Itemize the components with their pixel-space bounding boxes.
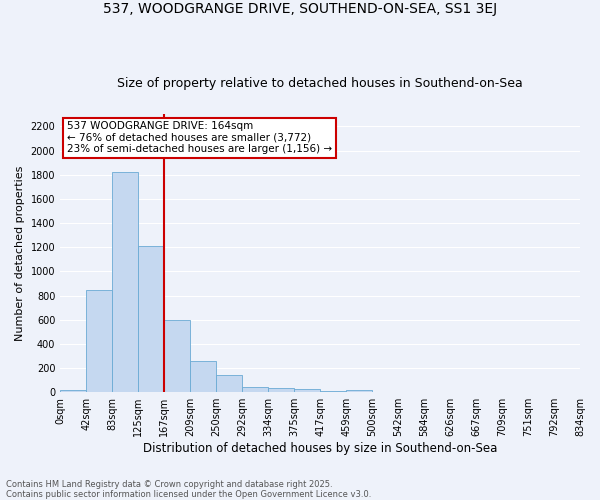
Bar [242,388,268,392]
Bar [294,389,320,392]
Bar [268,388,294,392]
Title: Size of property relative to detached houses in Southend-on-Sea: Size of property relative to detached ho… [117,76,523,90]
Bar [190,362,216,392]
Text: Contains HM Land Registry data © Crown copyright and database right 2025.
Contai: Contains HM Land Registry data © Crown c… [6,480,371,499]
Text: 537, WOODGRANGE DRIVE, SOUTHEND-ON-SEA, SS1 3EJ: 537, WOODGRANGE DRIVE, SOUTHEND-ON-SEA, … [103,2,497,16]
Bar [320,391,346,392]
Bar [138,246,164,392]
Bar [164,320,190,392]
Bar [112,172,138,392]
Bar [346,390,372,392]
Bar [60,390,86,392]
Y-axis label: Number of detached properties: Number of detached properties [15,166,25,341]
Bar [216,376,242,392]
X-axis label: Distribution of detached houses by size in Southend-on-Sea: Distribution of detached houses by size … [143,442,497,455]
Bar [86,290,112,392]
Text: 537 WOODGRANGE DRIVE: 164sqm
← 76% of detached houses are smaller (3,772)
23% of: 537 WOODGRANGE DRIVE: 164sqm ← 76% of de… [67,121,332,154]
